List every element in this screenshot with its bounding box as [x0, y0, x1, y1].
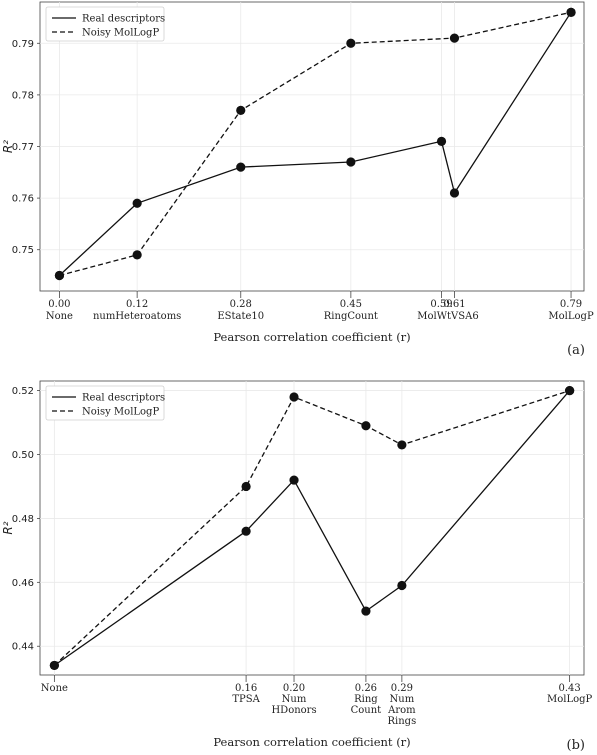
x-tick-name-label: Num — [282, 694, 307, 705]
legend-box — [45, 6, 165, 42]
x-tick-name-label: Rings — [388, 716, 417, 727]
series-line-noisy-mollogp — [59, 11, 572, 277]
x-tick-value-label: 0.61 — [443, 299, 465, 310]
data-point-real-descriptors — [346, 157, 356, 167]
x-tick-name-label: RingCount — [324, 311, 378, 322]
x-tick-name-label: numHeteroatoms — [93, 311, 181, 322]
x-tick-value-label: 0.29 — [391, 683, 413, 694]
x-tick-value-label: 0.00 — [48, 299, 70, 310]
data-point-real-descriptors — [132, 198, 142, 208]
y-tick-label: 0.78 — [12, 90, 34, 101]
data-point-real-descriptors — [449, 188, 460, 198]
x-tick-value-label: 0.28 — [230, 299, 252, 310]
y-tick-label: 0.79 — [12, 39, 34, 50]
data-point-noisy-mollogp — [361, 421, 371, 431]
panel-label: (b) — [567, 738, 585, 753]
data-point-noisy-mollogp — [236, 105, 246, 115]
x-tick-value-label: 0.16 — [235, 683, 257, 694]
data-point-real-descriptors — [565, 385, 575, 396]
y-tick-label: 0.44 — [12, 642, 34, 653]
y-tick-label: 0.46 — [12, 578, 34, 589]
x-tick-name-label: MolLogP — [548, 311, 594, 322]
y-tick-label: 0.75 — [12, 245, 34, 256]
data-point-real-descriptors — [566, 7, 576, 17]
y-tick-label: 0.76 — [12, 194, 34, 205]
series-line-real-descriptors — [54, 390, 571, 666]
x-tick-value-label: 0.59 — [430, 299, 452, 310]
plot-frame — [39, 380, 585, 676]
x-tick-name-label: Num — [390, 694, 415, 705]
data-point-real-descriptors — [241, 526, 251, 536]
data-point-noisy-mollogp — [289, 392, 299, 402]
legend-label: Noisy MolLogP — [82, 407, 159, 418]
data-point-real-descriptors — [289, 475, 299, 485]
x-tick-name-label: Ring — [354, 694, 378, 705]
y-tick-label: 0.77 — [12, 142, 34, 153]
x-tick-name-label: HDonors — [271, 705, 316, 716]
x-tick-name-label: None — [46, 311, 73, 322]
x-tick-value-label: 0.43 — [558, 683, 580, 694]
x-tick-name-label: Arom — [387, 705, 416, 716]
data-point-real-descriptors — [436, 136, 447, 146]
x-axis-title: Pearson correlation coefficient (r) — [213, 735, 410, 749]
x-tick-value-label: 0.45 — [340, 299, 362, 310]
legend-label: Real descriptors — [82, 393, 165, 404]
x-tick-value-label: 0.26 — [355, 683, 377, 694]
x-axis-title: Pearson correlation coefficient (r) — [213, 330, 410, 344]
x-tick-name-label: EState10 — [217, 311, 264, 322]
x-tick-value-label: 0.12 — [126, 299, 148, 310]
legend-label: Noisy MolLogP — [82, 28, 159, 39]
legend-box — [45, 385, 165, 421]
data-point-noisy-mollogp — [346, 38, 356, 48]
x-tick-name-label: TPSA — [232, 694, 260, 705]
y-tick-label: 0.50 — [12, 450, 34, 461]
x-tick-value-label: 0.79 — [560, 299, 582, 310]
data-point-real-descriptors — [236, 162, 246, 172]
data-point-real-descriptors — [397, 580, 407, 591]
x-tick-name-label: Count — [351, 705, 382, 716]
data-point-noisy-mollogp — [397, 440, 407, 450]
y-tick-label: 0.48 — [12, 514, 34, 525]
y-axis-title: R² — [1, 521, 15, 534]
data-point-noisy-mollogp — [449, 33, 460, 43]
x-tick-name-label: MolLogP — [547, 694, 593, 705]
data-point-real-descriptors — [361, 606, 371, 616]
data-point-noisy-mollogp — [241, 481, 251, 492]
x-tick-name-label: None — [41, 683, 68, 694]
series-line-noisy-mollogp — [53, 389, 570, 666]
data-point-real-descriptors — [49, 660, 59, 671]
legend-label: Real descriptors — [82, 14, 165, 25]
y-axis-title: R² — [1, 140, 15, 153]
y-tick-label: 0.52 — [12, 386, 34, 397]
x-tick-name-label: MolWtVSA6 — [417, 311, 478, 322]
x-tick-value-label: 0.20 — [283, 683, 305, 694]
data-point-noisy-mollogp — [132, 250, 142, 260]
data-point-real-descriptors — [54, 270, 65, 281]
panel-label: (a) — [567, 343, 585, 358]
